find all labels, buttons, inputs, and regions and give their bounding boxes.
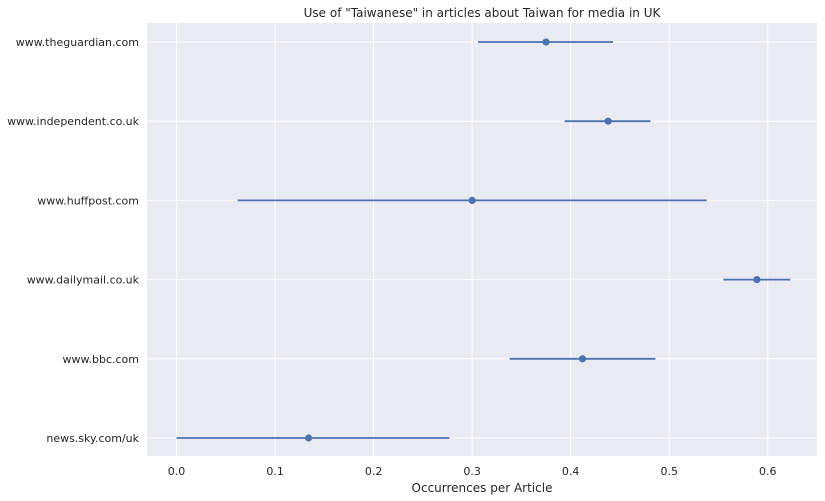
y-tick-label: www.dailymail.co.uk <box>27 274 140 287</box>
x-tick-label: 0.2 <box>365 465 383 478</box>
x-tick-label: 0.0 <box>168 465 186 478</box>
x-tick-label: 0.4 <box>562 465 580 478</box>
chart-title: Use of "Taiwanese" in articles about Tai… <box>304 6 662 20</box>
y-tick-label: www.theguardian.com <box>16 36 139 49</box>
tick-labels: 0.0 0.1 0.2 0.3 0.4 0.5 0.6 www.theguardian.com… <box>7 36 776 478</box>
x-tick-label: 0.1 <box>266 465 284 478</box>
x-axis-label: Occurrences per Article <box>412 481 553 495</box>
data-point <box>468 196 476 204</box>
x-tick-label: 0.5 <box>660 465 678 478</box>
x-tick-label: 0.3 <box>463 465 481 478</box>
data-marks <box>176 38 791 442</box>
data-point <box>604 117 612 125</box>
data-point <box>753 276 761 284</box>
y-tick-label: news.sky.com/uk <box>46 432 139 445</box>
data-point <box>578 355 587 363</box>
plot-background <box>147 23 817 456</box>
data-point <box>542 38 550 46</box>
data-point <box>304 434 313 442</box>
y-tick-label: www.bbc.com <box>63 353 139 366</box>
x-tick-label: 0.6 <box>759 465 777 478</box>
y-tick-label: www.independent.co.uk <box>7 115 140 128</box>
y-tick-label: www.huffpost.com <box>37 194 139 207</box>
